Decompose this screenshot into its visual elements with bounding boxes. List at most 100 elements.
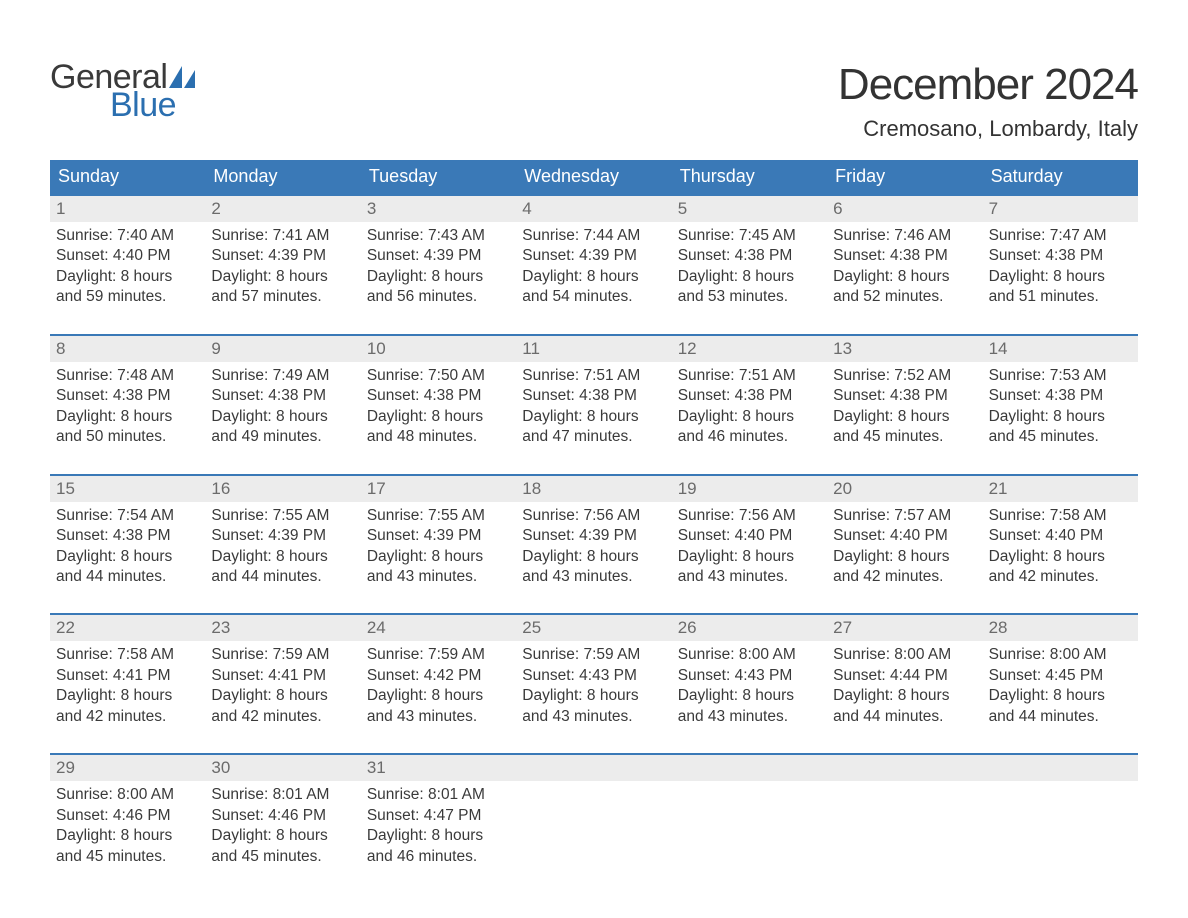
daylight-line: Daylight: 8 hours and 43 minutes.	[522, 547, 665, 588]
dow-tuesday: Tuesday	[361, 160, 516, 194]
day-number: 23	[205, 615, 360, 641]
daylight-line: Daylight: 8 hours and 43 minutes.	[522, 686, 665, 727]
sunset-line: Sunset: 4:40 PM	[989, 526, 1132, 546]
day-cell: Sunrise: 7:50 AMSunset: 4:38 PMDaylight:…	[361, 362, 516, 448]
day-number: 18	[516, 476, 671, 502]
day-number: 17	[361, 476, 516, 502]
daylight-line: Daylight: 8 hours and 45 minutes.	[989, 407, 1132, 448]
day-cell: Sunrise: Sunset: Daylight:	[827, 781, 982, 867]
sunrise-line: Sunrise: 7:59 AM	[522, 645, 665, 665]
sunrise-line: Sunrise: 7:51 AM	[678, 366, 821, 386]
day-cell: Sunrise: Sunset: Daylight:	[516, 781, 671, 867]
sunset-line: Sunset: 4:38 PM	[367, 386, 510, 406]
day-cell: Sunrise: 7:49 AMSunset: 4:38 PMDaylight:…	[205, 362, 360, 448]
sunset-line: Sunset: 4:38 PM	[833, 386, 976, 406]
calendar-grid: Sunday Monday Tuesday Wednesday Thursday…	[50, 160, 1138, 867]
calendar-week: 1234567Sunrise: 7:40 AMSunset: 4:40 PMDa…	[50, 194, 1138, 308]
daylight-line: Daylight: 8 hours and 47 minutes.	[522, 407, 665, 448]
daylight-line: Daylight: 8 hours and 43 minutes.	[367, 686, 510, 727]
sunrise-line: Sunrise: 7:52 AM	[833, 366, 976, 386]
daylight-line: Daylight: 8 hours and 44 minutes.	[56, 547, 199, 588]
day-number: 1	[50, 196, 205, 222]
sunset-line: Sunset: 4:39 PM	[367, 526, 510, 546]
calendar-week: 22232425262728Sunrise: 7:58 AMSunset: 4:…	[50, 613, 1138, 727]
sunrise-line: Sunrise: 8:01 AM	[211, 785, 354, 805]
day-number: 22	[50, 615, 205, 641]
sunset-line: Sunset: 4:38 PM	[678, 246, 821, 266]
daylight-line: Daylight: 8 hours and 59 minutes.	[56, 267, 199, 308]
day-cell: Sunrise: 8:01 AMSunset: 4:46 PMDaylight:…	[205, 781, 360, 867]
daylight-line: Daylight: 8 hours and 57 minutes.	[211, 267, 354, 308]
sunset-line: Sunset: 4:40 PM	[833, 526, 976, 546]
sunset-line: Sunset: 4:41 PM	[211, 666, 354, 686]
day-of-week-header: Sunday Monday Tuesday Wednesday Thursday…	[50, 160, 1138, 194]
sunset-line: Sunset: 4:38 PM	[989, 246, 1132, 266]
sunset-line: Sunset: 4:45 PM	[989, 666, 1132, 686]
day-number: 21	[983, 476, 1138, 502]
logo-text-blue: Blue	[110, 88, 195, 122]
day-cell: Sunrise: 7:51 AMSunset: 4:38 PMDaylight:…	[516, 362, 671, 448]
day-cell: Sunrise: 7:55 AMSunset: 4:39 PMDaylight:…	[361, 502, 516, 588]
day-cell: Sunrise: 8:00 AMSunset: 4:44 PMDaylight:…	[827, 641, 982, 727]
day-number: 10	[361, 336, 516, 362]
month-title: December 2024	[838, 60, 1138, 110]
daylight-line: Daylight: 8 hours and 50 minutes.	[56, 407, 199, 448]
day-number: 27	[827, 615, 982, 641]
calendar-week: 15161718192021Sunrise: 7:54 AMSunset: 4:…	[50, 474, 1138, 588]
sunrise-line: Sunrise: 7:54 AM	[56, 506, 199, 526]
sunset-line: Sunset: 4:46 PM	[56, 806, 199, 826]
dow-saturday: Saturday	[983, 160, 1138, 194]
sunset-line: Sunset: 4:41 PM	[56, 666, 199, 686]
day-number: 3	[361, 196, 516, 222]
sunset-line: Sunset: 4:39 PM	[211, 246, 354, 266]
day-number: 24	[361, 615, 516, 641]
dow-monday: Monday	[205, 160, 360, 194]
title-block: December 2024 Cremosano, Lombardy, Italy	[838, 60, 1138, 142]
day-content-row: Sunrise: 7:40 AMSunset: 4:40 PMDaylight:…	[50, 222, 1138, 308]
sunrise-line: Sunrise: 8:00 AM	[678, 645, 821, 665]
daylight-line: Daylight: 8 hours and 42 minutes.	[56, 686, 199, 727]
sunrise-line: Sunrise: 7:59 AM	[367, 645, 510, 665]
day-cell: Sunrise: 7:59 AMSunset: 4:43 PMDaylight:…	[516, 641, 671, 727]
daylight-line: Daylight: 8 hours and 43 minutes.	[367, 547, 510, 588]
daylight-line: Daylight: 8 hours and 44 minutes.	[989, 686, 1132, 727]
sunset-line: Sunset: 4:38 PM	[56, 526, 199, 546]
day-number: 9	[205, 336, 360, 362]
sunrise-line: Sunrise: 7:55 AM	[367, 506, 510, 526]
day-number-row: 293031	[50, 755, 1138, 781]
dow-sunday: Sunday	[50, 160, 205, 194]
sunset-line: Sunset: 4:38 PM	[678, 386, 821, 406]
day-number-row: 1234567	[50, 196, 1138, 222]
sunset-line: Sunset: 4:40 PM	[56, 246, 199, 266]
sunset-line: Sunset: 4:44 PM	[833, 666, 976, 686]
sunrise-line: Sunrise: 7:43 AM	[367, 226, 510, 246]
day-number-row: 15161718192021	[50, 476, 1138, 502]
daylight-line: Daylight: 8 hours and 48 minutes.	[367, 407, 510, 448]
daylight-line: Daylight: 8 hours and 45 minutes.	[56, 826, 199, 867]
day-cell: Sunrise: 7:56 AMSunset: 4:40 PMDaylight:…	[672, 502, 827, 588]
day-number-row: 22232425262728	[50, 615, 1138, 641]
daylight-line: Daylight: 8 hours and 45 minutes.	[211, 826, 354, 867]
day-cell: Sunrise: 7:57 AMSunset: 4:40 PMDaylight:…	[827, 502, 982, 588]
sunset-line: Sunset: 4:39 PM	[522, 246, 665, 266]
sunrise-line: Sunrise: 7:41 AM	[211, 226, 354, 246]
page-header: General Blue December 2024 Cremosano, Lo…	[50, 60, 1138, 142]
day-cell: Sunrise: 7:55 AMSunset: 4:39 PMDaylight:…	[205, 502, 360, 588]
day-number: 4	[516, 196, 671, 222]
daylight-line: Daylight: 8 hours and 54 minutes.	[522, 267, 665, 308]
day-cell: Sunrise: 8:00 AMSunset: 4:43 PMDaylight:…	[672, 641, 827, 727]
sunset-line: Sunset: 4:43 PM	[522, 666, 665, 686]
daylight-line: Daylight: 8 hours and 42 minutes.	[211, 686, 354, 727]
location-subtitle: Cremosano, Lombardy, Italy	[838, 116, 1138, 142]
day-number: 25	[516, 615, 671, 641]
sunrise-line: Sunrise: 7:55 AM	[211, 506, 354, 526]
sunset-line: Sunset: 4:42 PM	[367, 666, 510, 686]
day-cell: Sunrise: 8:00 AMSunset: 4:46 PMDaylight:…	[50, 781, 205, 867]
sunrise-line: Sunrise: 7:53 AM	[989, 366, 1132, 386]
day-content-row: Sunrise: 7:48 AMSunset: 4:38 PMDaylight:…	[50, 362, 1138, 448]
day-cell: Sunrise: 7:52 AMSunset: 4:38 PMDaylight:…	[827, 362, 982, 448]
sunset-line: Sunset: 4:39 PM	[211, 526, 354, 546]
sunrise-line: Sunrise: 7:50 AM	[367, 366, 510, 386]
day-cell: Sunrise: Sunset: Daylight:	[983, 781, 1138, 867]
sunset-line: Sunset: 4:38 PM	[833, 246, 976, 266]
